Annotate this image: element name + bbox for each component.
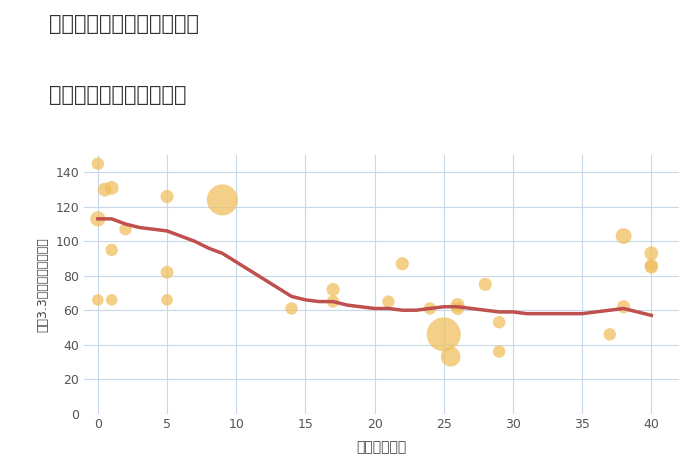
Point (494, 319, 505, 326)
Point (452, 305, 463, 312)
Point (383, 298, 394, 306)
Point (445, 353, 456, 360)
Point (618, 303, 629, 311)
Point (92, 215, 104, 223)
Point (162, 193, 173, 200)
X-axis label: 築年数（年）: 築年数（年） (356, 440, 407, 454)
Point (618, 232, 629, 240)
Point (106, 296, 118, 304)
Point (106, 246, 118, 254)
Point (92, 296, 104, 304)
Point (424, 305, 435, 312)
Point (286, 305, 297, 312)
Point (452, 301, 463, 309)
Y-axis label: 坪（3.3㎡）単価（万円）: 坪（3.3㎡）単価（万円） (36, 237, 50, 332)
Point (438, 330, 449, 338)
Point (494, 348, 505, 355)
Point (645, 262, 657, 269)
Text: 築年数別中古戸建て価格: 築年数別中古戸建て価格 (49, 85, 186, 105)
Point (645, 250, 657, 257)
Point (162, 268, 173, 276)
Point (328, 298, 339, 306)
Point (92, 160, 104, 167)
Point (99, 186, 111, 193)
Point (328, 286, 339, 293)
Point (645, 263, 657, 271)
Point (106, 184, 118, 192)
Point (120, 226, 131, 233)
Point (397, 260, 408, 267)
Point (162, 296, 173, 304)
Point (217, 196, 228, 204)
Point (604, 330, 615, 338)
Point (480, 281, 491, 288)
Text: 福岡県福岡市東区御島崎の: 福岡県福岡市東区御島崎の (49, 14, 199, 34)
